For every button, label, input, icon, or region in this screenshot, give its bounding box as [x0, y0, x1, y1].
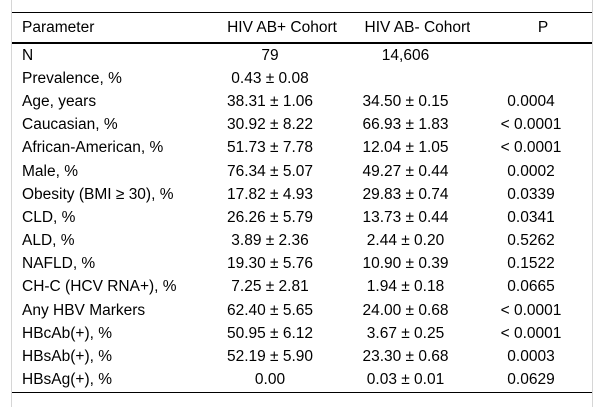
cell-hiv-ab-negative: 3.67 ± 0.25: [366, 324, 445, 342]
cell-hiv-ab-negative: 23.30 ± 0.68: [362, 348, 449, 366]
cell-parameter: Male, %: [22, 162, 78, 180]
column-header-hiv-ab-negative-label: HIV AB- Cohort: [364, 18, 470, 36]
cell-p-value: 0.0004: [507, 92, 555, 110]
cell-hiv-ab-negative: 49.27 ± 0.44: [362, 162, 449, 180]
cell-p-value: < 0.0001: [500, 324, 562, 342]
cell-parameter: African-American, %: [22, 139, 164, 157]
cell-hiv-ab-positive: 7.25 ± 2.81: [231, 278, 309, 296]
cell-hiv-ab-positive: 17.82 ± 4.93: [226, 185, 314, 203]
cell-hiv-ab-positive: 0.43 ± 0.08: [231, 69, 309, 87]
cell-parameter: ALD, %: [22, 232, 75, 250]
table-row: Caucasian, % 30.92 ± 8.22 66.93 ± 1.83 < 0.…: [12, 114, 592, 137]
column-header-hiv-ab-positive: HIV AB+ Cohort: [199, 12, 341, 44]
cell-hiv-ab-positive: 38.31 ± 1.06: [226, 92, 314, 110]
cell-hiv-ab-negative: [341, 67, 470, 90]
cell-p-value: 0.0002: [507, 162, 555, 180]
cell-parameter: Obesity (BMI ≥ 30), %: [22, 185, 174, 203]
cell-hiv-ab-positive: 26.26 ± 5.79: [226, 208, 314, 226]
cell-p-value: 0.0665: [507, 278, 555, 296]
cell-hiv-ab-negative: 13.73 ± 0.44: [362, 208, 449, 226]
cell-parameter: Caucasian, %: [22, 116, 118, 134]
table-row: Male, % 76.34 ± 5.07 49.27 ± 0.44 0.0002: [12, 160, 592, 183]
cell-p-value: < 0.0001: [500, 116, 562, 134]
cell-hiv-ab-positive: 3.89 ± 2.36: [231, 232, 309, 250]
column-header-hiv-ab-negative: HIV AB- Cohort: [341, 12, 470, 44]
cell-hiv-ab-positive: 51.73 ± 7.78: [226, 139, 314, 157]
cell-p-value: 0.0341: [507, 208, 555, 226]
cell-hiv-ab-negative: 0.03 ± 0.01: [341, 368, 470, 393]
cell-parameter: HBsAb(+), %: [22, 348, 113, 366]
cell-parameter: Prevalence, %: [22, 69, 122, 87]
cell-parameter: Age, years: [22, 92, 97, 110]
table-row: Obesity (BMI ≥ 30), % 17.82 ± 4.93 29.83 ±…: [12, 183, 592, 206]
cell-hiv-ab-positive: 30.92 ± 8.22: [226, 116, 314, 134]
cell-hiv-ab-negative: 1.94 ± 0.18: [366, 278, 445, 296]
table-row: ALD, % 3.89 ± 2.36 2.44 ± 0.20 0.5262: [12, 230, 592, 253]
cell-p-value: [470, 43, 592, 67]
cell-p-value: 0.0339: [507, 185, 555, 203]
header-row: Parameter HIV AB+ Cohort HIV AB- Cohort …: [12, 12, 592, 44]
cell-parameter: Any HBV Markers: [22, 301, 146, 319]
column-header-parameter: Parameter: [12, 12, 199, 44]
cell-parameter: NAFLD, %: [22, 255, 96, 273]
cell-hiv-ab-negative: 14,606: [381, 46, 430, 64]
cell-hiv-ab-negative: 10.90 ± 0.39: [362, 255, 449, 273]
table-row: HBsAg(+), % 0.00 0.03 ± 0.01 0.0629: [12, 368, 592, 393]
table-row: CH-C (HCV RNA+), % 7.25 ± 2.81 1.94 ± 0.18…: [12, 276, 592, 299]
table-row: Prevalence, % 0.43 ± 0.08: [12, 67, 592, 90]
cohort-comparison-table: Parameter HIV AB+ Cohort HIV AB- Cohort …: [12, 12, 592, 393]
table-row: HBcAb(+), % 50.95 ± 6.12 3.67 ± 0.25 < 0.00…: [12, 322, 592, 345]
cell-hiv-ab-positive: 79: [261, 46, 279, 64]
cell-p-value: 0.1522: [507, 255, 555, 273]
table-row: HBsAb(+), % 52.19 ± 5.90 23.30 ± 0.68 0.000…: [12, 345, 592, 368]
table-header: Parameter HIV AB+ Cohort HIV AB- Cohort …: [12, 12, 592, 44]
cell-hiv-ab-negative: 66.93 ± 1.83: [362, 116, 449, 134]
cell-hiv-ab-positive: 62.40 ± 5.65: [226, 301, 314, 319]
cell-hiv-ab-negative: 34.50 ± 0.15: [362, 92, 449, 110]
cell-parameter: CH-C (HCV RNA+), %: [22, 278, 177, 296]
cell-hiv-ab-positive: 19.30 ± 5.76: [226, 255, 314, 273]
cell-hiv-ab-negative: 2.44 ± 0.20: [366, 232, 445, 250]
table-row: NAFLD, % 19.30 ± 5.76 10.90 ± 0.39 0.1522: [12, 253, 592, 276]
table-row: Age, years 38.31 ± 1.06 34.50 ± 0.15 0.0004: [12, 90, 592, 113]
table-frame: Parameter HIV AB+ Cohort HIV AB- Cohort …: [11, 0, 593, 407]
table-row: CLD, % 26.26 ± 5.79 13.73 ± 0.44 0.0341: [12, 206, 592, 229]
cell-p-value: 0.0629: [470, 368, 592, 393]
cell-parameter: HBcAb(+), %: [22, 324, 113, 342]
cell-hiv-ab-negative: 12.04 ± 1.05: [362, 139, 449, 157]
cell-p-value: < 0.0001: [500, 301, 562, 319]
table-row: African-American, % 51.73 ± 7.78 12.04 ± 1…: [12, 137, 592, 160]
cell-p-value: [470, 67, 592, 90]
table-row: N 79 14,606: [12, 43, 592, 67]
cell-parameter: CLD, %: [22, 208, 76, 226]
table-row: Any HBV Markers 62.40 ± 5.65 24.00 ± 0.68 <…: [12, 299, 592, 322]
cell-hiv-ab-negative: 29.83 ± 0.74: [362, 185, 449, 203]
cell-hiv-ab-negative: 24.00 ± 0.68: [362, 301, 449, 319]
column-header-p-value-label: P: [537, 18, 549, 36]
cell-hiv-ab-positive: 52.19 ± 5.90: [226, 348, 314, 366]
cell-hiv-ab-positive: 76.34 ± 5.07: [226, 162, 314, 180]
cell-p-value: 0.0003: [507, 348, 555, 366]
cell-hiv-ab-positive: 50.95 ± 6.12: [226, 324, 314, 342]
cell-parameter: HBsAg(+), %: [12, 368, 199, 393]
table-body: N 79 14,606 Prevalence, % 0.43 ± 0.08 Age, ye…: [12, 43, 592, 393]
cell-p-value: 0.5262: [507, 232, 555, 250]
cell-parameter: N: [22, 46, 34, 64]
cell-p-value: < 0.0001: [500, 139, 562, 157]
column-header-p-value: P: [470, 12, 592, 44]
cell-hiv-ab-positive: 0.00: [199, 368, 341, 393]
column-header-hiv-ab-positive-label: HIV AB+ Cohort: [227, 18, 337, 36]
